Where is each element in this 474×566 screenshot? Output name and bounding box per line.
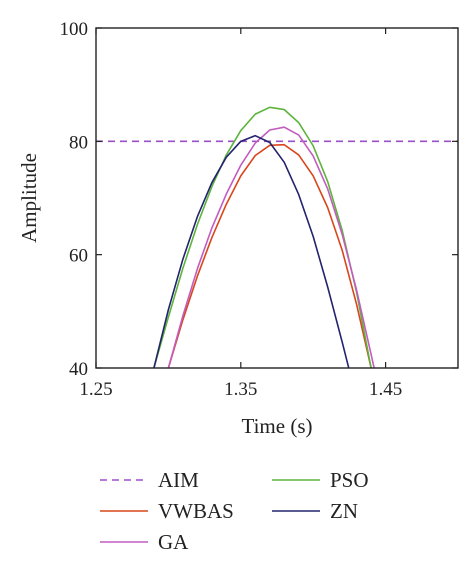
series-line-pso	[153, 106, 372, 368]
legend: AIM PSO VWBAS ZN GA	[100, 468, 369, 554]
legend-label-vwbas: VWBAS	[158, 499, 234, 523]
plot-frame	[95, 27, 459, 369]
series-line-ga	[167, 126, 375, 368]
y-tick-label: 60	[69, 246, 88, 267]
y-tick-label: 40	[69, 359, 88, 380]
legend-label-pso: PSO	[330, 468, 369, 492]
x-tick-label: 1.35	[224, 379, 257, 400]
series-line-zn	[153, 134, 350, 368]
tick-layer: 1.25 1.35 1.45 40 60 80 100	[60, 19, 458, 400]
y-axis-label: Amplitude	[17, 153, 41, 243]
x-tick-label: 1.25	[79, 379, 112, 400]
y-tick-label: 80	[69, 132, 88, 153]
legend-label-zn: ZN	[330, 499, 358, 523]
y-tick-label: 100	[60, 19, 89, 40]
x-axis-label: Time (s)	[242, 414, 313, 438]
legend-label-ga: GA	[158, 530, 189, 554]
series-line-vwbas	[167, 143, 372, 368]
legend-label-aim: AIM	[158, 468, 199, 492]
series-layer	[96, 106, 458, 368]
x-tick-label: 1.45	[369, 379, 402, 400]
